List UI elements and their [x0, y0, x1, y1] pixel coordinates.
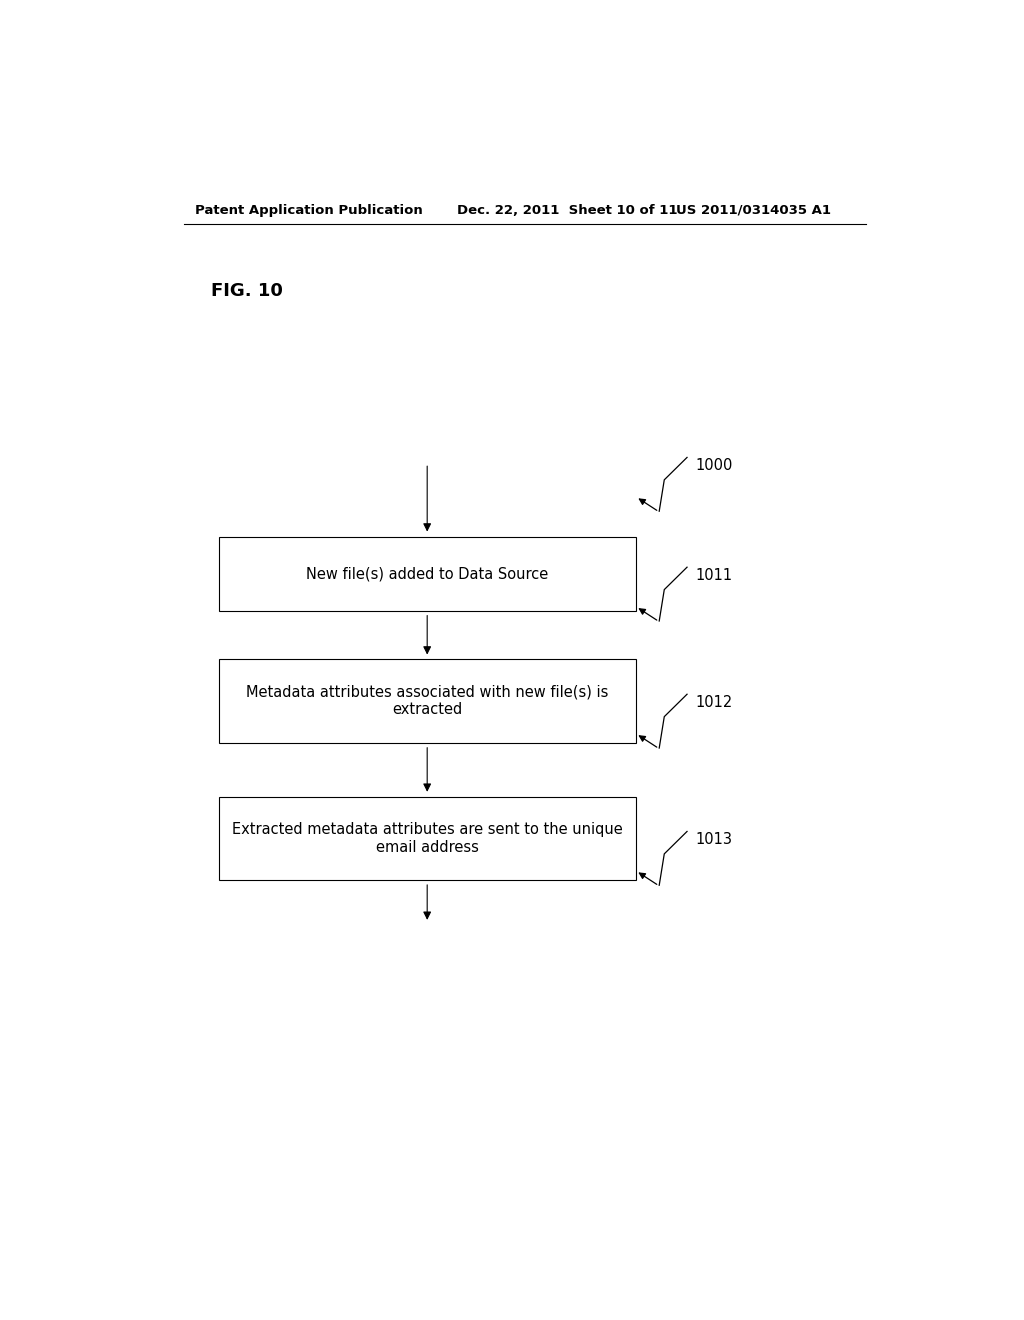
Text: 1012: 1012	[695, 694, 733, 710]
Text: FIG. 10: FIG. 10	[211, 281, 284, 300]
Text: 1000: 1000	[695, 458, 733, 473]
Text: Extracted metadata attributes are sent to the unique
email address: Extracted metadata attributes are sent t…	[232, 822, 623, 854]
Text: Patent Application Publication: Patent Application Publication	[196, 203, 423, 216]
Text: New file(s) added to Data Source: New file(s) added to Data Source	[306, 566, 549, 581]
Text: 1011: 1011	[695, 568, 732, 582]
Bar	[219, 660, 636, 743]
Text: Metadata attributes associated with new file(s) is
extracted: Metadata attributes associated with new …	[247, 685, 609, 717]
Text: Dec. 22, 2011  Sheet 10 of 11: Dec. 22, 2011 Sheet 10 of 11	[458, 203, 678, 216]
Text: US 2011/0314035 A1: US 2011/0314035 A1	[676, 203, 830, 216]
Text: 1013: 1013	[695, 832, 732, 847]
Bar	[219, 797, 636, 880]
Bar	[219, 536, 636, 611]
